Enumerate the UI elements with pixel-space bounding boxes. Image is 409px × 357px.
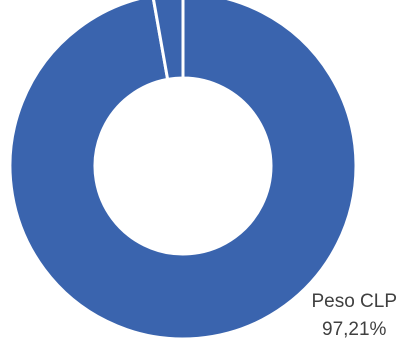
donut-slice-0 xyxy=(8,0,358,341)
slice-data-label: Peso CLP 97,21% xyxy=(311,288,397,344)
slice-label-name: Peso CLP xyxy=(311,291,397,312)
slice-label-value: 97,21% xyxy=(322,319,387,340)
donut-slice-1 xyxy=(152,0,185,82)
